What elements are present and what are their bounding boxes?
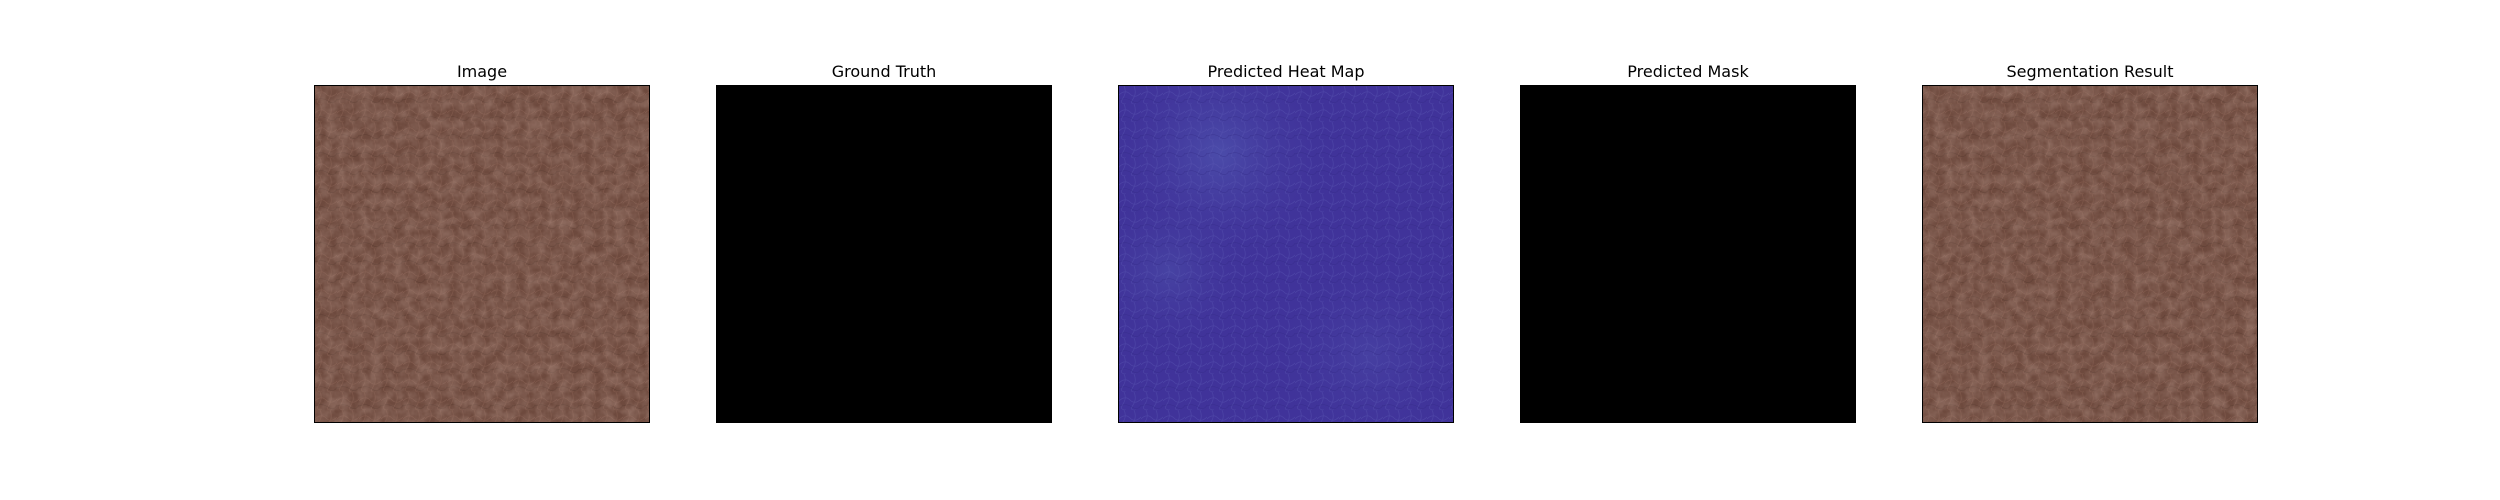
leather-texture-image xyxy=(315,86,649,422)
panel-title: Predicted Mask xyxy=(1627,62,1749,81)
heat-map-view xyxy=(1118,85,1454,423)
ground-truth-mask xyxy=(716,85,1052,423)
predicted-mask xyxy=(1520,85,1856,423)
panel-image: Image xyxy=(314,60,650,423)
panel-predicted-heat-map: Predicted Heat Map xyxy=(1118,60,1454,423)
panel-predicted-mask: Predicted Mask xyxy=(1520,60,1856,423)
panel-segmentation-result: Segmentation Result xyxy=(1922,60,2258,423)
heat-map-image xyxy=(1119,86,1453,422)
panel-title: Segmentation Result xyxy=(2006,62,2174,81)
segmentation-result-image xyxy=(1923,86,2257,422)
panel-title: Ground Truth xyxy=(831,62,937,81)
panel-title: Image xyxy=(456,62,508,81)
image-view xyxy=(314,85,650,423)
panel-ground-truth: Ground Truth xyxy=(716,60,1052,423)
segmentation-result-view xyxy=(1922,85,2258,423)
panel-title: Predicted Heat Map xyxy=(1207,62,1365,81)
